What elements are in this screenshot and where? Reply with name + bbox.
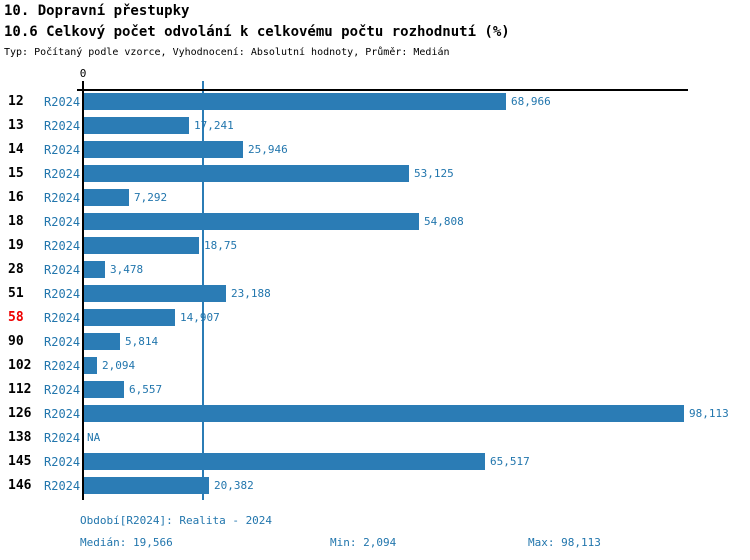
category-label: 58: [8, 310, 24, 325]
bar: [84, 357, 97, 374]
series-label: R2024: [44, 119, 81, 133]
category-label: 126: [8, 406, 32, 421]
bar: [84, 117, 189, 134]
series-label: R2024: [44, 191, 81, 205]
bar-row: 126 R2024 98,113: [0, 402, 750, 426]
value-label: 17,241: [194, 119, 234, 132]
value-label: 23,188: [231, 287, 271, 300]
bar: [84, 453, 485, 470]
y-axis-line: [82, 81, 84, 500]
category-label: 28: [8, 262, 24, 277]
series-label: R2024: [44, 359, 81, 373]
series-label: R2024: [44, 215, 81, 229]
category-label: 138: [8, 430, 32, 445]
value-label: 2,094: [102, 359, 136, 372]
bar-row: 19 R2024 18,75: [0, 234, 750, 258]
value-label: 68,966: [511, 95, 551, 108]
footer-max: Max: 98,113: [528, 536, 601, 549]
value-label: 6,557: [129, 383, 163, 396]
bar-row: 12 R2024 68,966: [0, 90, 750, 114]
category-label: 15: [8, 166, 24, 181]
series-label: R2024: [44, 431, 81, 445]
bar: [84, 141, 243, 158]
category-label: 112: [8, 382, 32, 397]
bar-row: 18 R2024 54,808: [0, 210, 750, 234]
value-label: 7,292: [134, 191, 168, 204]
value-label: 25,946: [248, 143, 288, 156]
series-label: R2024: [44, 479, 81, 493]
series-label: R2024: [44, 239, 81, 253]
value-label: NA: [87, 431, 101, 444]
category-label: 19: [8, 238, 24, 253]
x-axis-zero-tick-label: 0: [79, 67, 87, 80]
value-label: 3,478: [110, 263, 144, 276]
series-label: R2024: [44, 95, 81, 109]
series-label: R2024: [44, 311, 81, 325]
bar: [84, 237, 199, 254]
bar: [84, 285, 226, 302]
series-label: R2024: [44, 383, 81, 397]
bar-row: 58 R2024 14,907: [0, 306, 750, 330]
category-label: 14: [8, 142, 24, 157]
series-label: R2024: [44, 407, 81, 421]
series-label: R2024: [44, 335, 81, 349]
bar: [84, 405, 684, 422]
category-label: 146: [8, 478, 32, 493]
value-label: 20,382: [214, 479, 254, 492]
bar: [84, 477, 209, 494]
series-label: R2024: [44, 455, 81, 469]
chart-title: 10.6 Celkový počet odvolání k celkovému …: [4, 24, 510, 40]
category-label: 145: [8, 454, 32, 469]
category-label: 12: [8, 94, 24, 109]
bar-row: 15 R2024 53,125: [0, 162, 750, 186]
bar-row: 51 R2024 23,188: [0, 282, 750, 306]
series-label: R2024: [44, 263, 81, 277]
bar: [84, 261, 105, 278]
bar-row: 13 R2024 17,241: [0, 114, 750, 138]
bar-row: 14 R2024 25,946: [0, 138, 750, 162]
series-label: R2024: [44, 167, 81, 181]
bar-row: 28 R2024 3,478: [0, 258, 750, 282]
category-label: 18: [8, 214, 24, 229]
category-label: 51: [8, 286, 24, 301]
chart-meta: Typ: Počítaný podle vzorce, Vyhodnocení:…: [4, 47, 450, 58]
footer-min: Min: 2,094: [330, 536, 397, 549]
bar-row: 145 R2024 65,517: [0, 450, 750, 474]
footer-median: Medián: 19,566: [80, 536, 173, 549]
bar-row: 146 R2024 20,382: [0, 474, 750, 498]
value-label: 98,113: [689, 407, 729, 420]
footer-period: Období[R2024]: Realita - 2024: [80, 514, 273, 527]
bar: [84, 309, 175, 326]
value-label: 65,517: [490, 455, 530, 468]
value-label: 5,814: [125, 335, 159, 348]
value-label: 53,125: [414, 167, 454, 180]
value-label: 54,808: [424, 215, 464, 228]
bar-row: 102 R2024 2,094: [0, 354, 750, 378]
bar-row: 16 R2024 7,292: [0, 186, 750, 210]
bar: [84, 165, 409, 182]
bar-row: 112 R2024 6,557: [0, 378, 750, 402]
bar: [84, 213, 419, 230]
value-label: 18,75: [204, 239, 238, 252]
bar-row: 90 R2024 5,814: [0, 330, 750, 354]
bar: [84, 381, 124, 398]
value-label: 14,907: [180, 311, 220, 324]
bar: [84, 189, 129, 206]
series-label: R2024: [44, 287, 81, 301]
page-title: 10. Dopravní přestupky: [4, 3, 190, 19]
bar: [84, 93, 506, 110]
category-label: 16: [8, 190, 24, 205]
series-label: R2024: [44, 143, 81, 157]
category-label: 13: [8, 118, 24, 133]
bar: [84, 333, 120, 350]
x-axis-line: [77, 89, 688, 91]
category-label: 102: [8, 358, 32, 373]
category-label: 90: [8, 334, 24, 349]
bar-row: 138 R2024 NA: [0, 426, 750, 450]
